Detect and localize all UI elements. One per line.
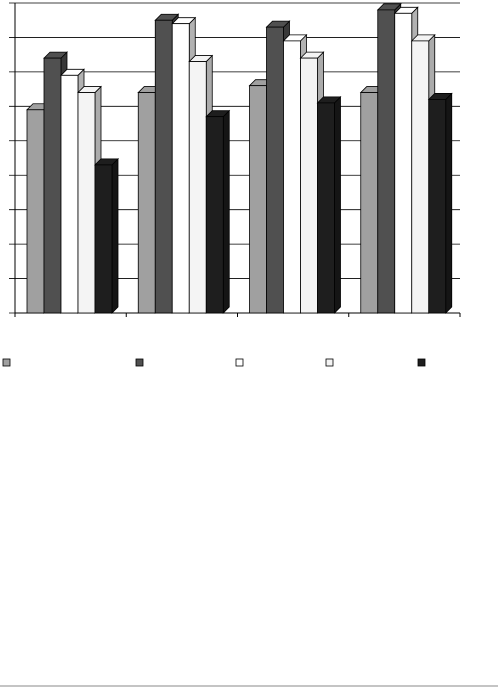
- bar: [317, 102, 335, 314]
- bar: [43, 57, 62, 314]
- legend-marker: [417, 358, 426, 367]
- bar: [77, 92, 96, 314]
- bar: [249, 85, 267, 314]
- bar-group: [205, 109, 231, 314]
- legend-marker: [325, 358, 334, 367]
- bar-group: [94, 157, 119, 314]
- bar: [188, 61, 207, 314]
- bar-group: [427, 92, 453, 314]
- bar: [377, 9, 396, 314]
- bar: [137, 92, 156, 314]
- bar-side: [445, 92, 453, 314]
- bar: [411, 40, 430, 314]
- bar: [300, 57, 318, 314]
- bar: [26, 109, 45, 314]
- bar: [60, 74, 79, 314]
- bar: [283, 40, 301, 314]
- bar: [205, 116, 224, 314]
- bar: [171, 23, 190, 314]
- bar: [94, 164, 113, 314]
- legend-marker: [135, 358, 144, 367]
- legend-marker: [235, 358, 244, 367]
- bar-group: [316, 95, 342, 314]
- bar: [360, 92, 379, 314]
- bar: [394, 12, 413, 314]
- bar: [266, 26, 284, 314]
- bar: [428, 99, 447, 314]
- bar-side: [222, 109, 230, 314]
- bar-side: [111, 157, 119, 314]
- bar-side: [334, 95, 341, 314]
- legend-marker: [2, 358, 11, 367]
- bar: [154, 19, 173, 314]
